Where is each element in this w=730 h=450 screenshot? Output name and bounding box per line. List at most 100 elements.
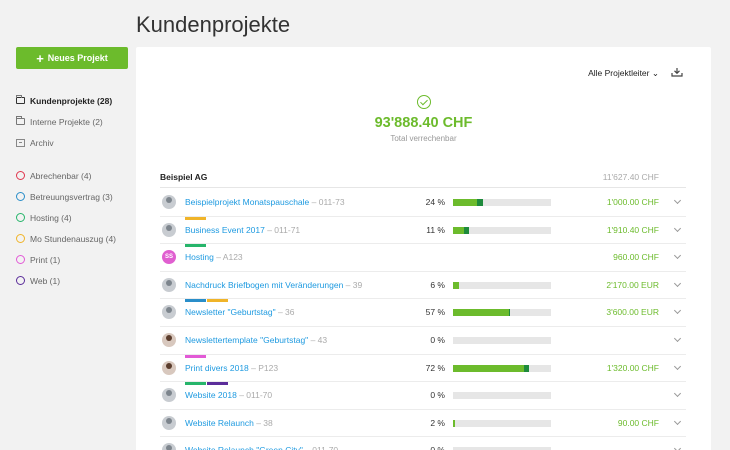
export-icon[interactable]: [671, 67, 683, 77]
sidebar-category-item[interactable]: Abrechenbar (4): [16, 165, 131, 186]
sidebar-item-label: Kundenprojekte (28): [30, 95, 113, 106]
progress-percent: 0 %: [430, 390, 445, 401]
project-number: – 38: [253, 417, 273, 428]
progress-percent: 0 %: [430, 334, 445, 345]
progress-bar-overflow: [476, 199, 484, 206]
sidebar-category-item[interactable]: Betreuungsvertrag (3): [16, 186, 131, 207]
project-number: – A123: [213, 252, 243, 263]
chevron-down-icon[interactable]: [673, 417, 682, 425]
progress-bar: [453, 226, 551, 234]
sidebar-item-archiv[interactable]: Archiv: [16, 132, 131, 153]
category-tag: [185, 216, 206, 220]
sidebar-item-kundenprojekte[interactable]: Kundenprojekte (28): [16, 90, 131, 111]
project-name: Website 2018: [185, 390, 237, 401]
project-name-link[interactable]: Beispielprojekt Monatspauschale – 011-73: [185, 197, 345, 207]
sidebar-divider: [16, 153, 131, 165]
project-name: Business Event 2017: [185, 224, 265, 235]
project-name-link[interactable]: Newsletter "Geburtstag" – 36: [185, 307, 295, 317]
project-name-link[interactable]: Nachdruck Briefbogen mit Veränderungen –…: [185, 280, 362, 290]
progress-bar-overflow: [523, 364, 530, 372]
project-name: Website Relaunch: [185, 417, 254, 428]
progress-bar: [453, 419, 551, 427]
category-circle-icon: [16, 255, 25, 264]
progress-bar-fill: [453, 309, 509, 317]
sidebar-item-interne-projekte[interactable]: Interne Projekte (2): [16, 111, 131, 132]
project-row[interactable]: Website Relaunch "Green City" – 011-70 0 …: [160, 437, 686, 450]
check-circle-icon: [417, 95, 431, 109]
category-circle-icon: [16, 192, 25, 201]
project-number: – 39: [343, 279, 363, 290]
progress-bar: [453, 336, 551, 344]
project-name-link[interactable]: Hosting – A123: [185, 252, 243, 262]
project-row[interactable]: Print divers 2018 – P123 72 % 1'320.00 CHF: [160, 354, 686, 383]
avatar: [162, 360, 176, 375]
progress-bar-overflow: [508, 309, 510, 317]
project-row[interactable]: Beispielprojekt Monatspauschale – 011-73…: [160, 189, 686, 217]
new-project-button[interactable]: + Neues Projekt: [16, 47, 128, 69]
avatar: [162, 277, 176, 292]
billable-amount: 3'600.00 EUR: [606, 307, 659, 318]
chevron-down-icon[interactable]: [673, 334, 682, 343]
project-row[interactable]: Newslettertemplate "Geburtstag" – 43 0 %: [160, 327, 686, 355]
sidebar-category-item[interactable]: Print (1): [16, 249, 131, 270]
chevron-down-icon[interactable]: [673, 196, 682, 205]
chevron-down-icon[interactable]: [673, 362, 682, 370]
progress-bar-fill: [453, 281, 459, 289]
sidebar-item-label: Hosting (4): [30, 212, 72, 223]
client-total: 11'627.40 CHF: [602, 172, 659, 182]
project-row[interactable]: Website Relaunch – 38 2 % 90.00 CHF: [160, 410, 686, 438]
category-tag: [185, 244, 206, 248]
project-name-link[interactable]: Website Relaunch "Green City" – 011-70: [185, 445, 338, 450]
project-name-link[interactable]: Website Relaunch – 38: [185, 418, 273, 428]
sidebar-item-label: Interne Projekte (2): [30, 116, 103, 127]
billable-amount: 2'170.00 EUR: [606, 279, 659, 290]
projects-card: Alle Projektleiter ⌄ 93'888.40 CHF Total…: [136, 47, 711, 450]
progress-percent: 24 %: [425, 197, 445, 207]
progress-bar-fill: [453, 226, 464, 234]
progress-bar: [453, 364, 551, 372]
category-circle-icon: [16, 171, 25, 180]
chevron-down-icon[interactable]: [673, 279, 682, 287]
chevron-down-icon[interactable]: [673, 390, 682, 398]
project-row[interactable]: Newsletter "Geburtstag" – 36 57 % 3'600.00…: [160, 299, 686, 327]
sidebar-category-item[interactable]: Web (1): [16, 270, 131, 291]
category-tag: [185, 299, 206, 303]
progress-percent: 72 %: [425, 362, 445, 373]
client-name: Beispiel AG: [160, 172, 208, 182]
billable-amount: 960.00 CHF: [613, 252, 659, 263]
project-name-link[interactable]: Newslettertemplate "Geburtstag" – 43: [185, 335, 327, 345]
project-row[interactable]: Business Event 2017 – 011-71 11 % 1'910.40…: [160, 216, 686, 245]
sidebar-item-label: Betreuungsvertrag (3): [30, 191, 113, 202]
project-row[interactable]: Website 2018 – 011-70 0 %: [160, 382, 686, 410]
project-lead-filter[interactable]: Alle Projektleiter ⌄: [588, 68, 659, 79]
sidebar-category-item[interactable]: Hosting (4): [16, 207, 131, 228]
project-name: Hosting: [185, 252, 214, 263]
category-tag: [185, 354, 206, 358]
project-name-link[interactable]: Print divers 2018 – P123: [185, 363, 278, 373]
sidebar-category-item[interactable]: Mo Stundenauszug (4): [16, 228, 131, 249]
project-number: – 011-73: [309, 197, 345, 207]
chevron-down-icon[interactable]: [673, 445, 682, 450]
avatar: [162, 388, 176, 403]
project-name-link[interactable]: Website 2018 – 011-70: [185, 390, 272, 400]
progress-bar: [453, 309, 551, 317]
category-tag: [207, 382, 228, 386]
category-tags: [185, 216, 206, 221]
project-name: Newsletter "Geburtstag": [185, 307, 276, 318]
project-number: – 011-70: [303, 445, 338, 450]
avatar: [162, 305, 176, 320]
billable-amount: 1'000.00 CHF: [606, 197, 659, 207]
project-name-link[interactable]: Business Event 2017 – 011-71: [185, 225, 300, 235]
project-number: – P123: [248, 362, 279, 373]
chevron-down-icon: ⌄: [651, 68, 659, 78]
project-row[interactable]: Nachdruck Briefbogen mit Veränderungen –…: [160, 272, 686, 300]
chevron-down-icon[interactable]: [673, 224, 682, 232]
folder-icon: [16, 95, 25, 104]
project-row[interactable]: SS Hosting – A123 960.00 CHF: [160, 244, 686, 272]
sidebar: Kundenprojekte (28) Interne Projekte (2)…: [16, 90, 131, 291]
chevron-down-icon[interactable]: [673, 252, 682, 260]
chevron-down-icon[interactable]: [673, 307, 682, 315]
progress-bar-fill: [453, 419, 455, 427]
billable-amount: 90.00 CHF: [617, 417, 659, 428]
progress-bar: [453, 447, 551, 450]
